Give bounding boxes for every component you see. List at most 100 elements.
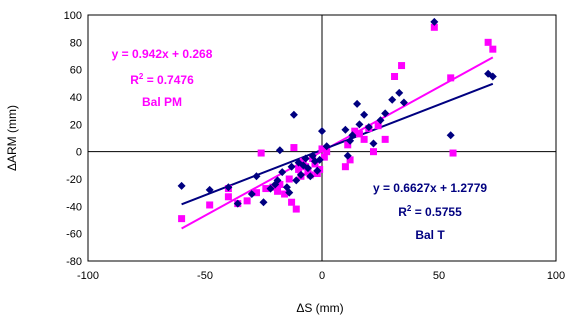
point-bal-pm <box>484 38 492 46</box>
point-bal-t <box>348 131 357 140</box>
point-bal-t <box>355 120 364 129</box>
point-bal-t <box>360 110 369 119</box>
point-bal-t <box>364 123 373 132</box>
point-bal-pm <box>318 145 326 153</box>
trendline-bal-t <box>181 82 494 206</box>
x-tick-label: -100 <box>77 270 99 282</box>
point-bal-pm <box>360 135 368 143</box>
point-bal-t <box>376 116 385 125</box>
point-bal-pm <box>346 156 354 164</box>
y-tick-label: 0 <box>76 147 82 159</box>
point-bal-pm <box>351 127 359 135</box>
y-tick-label: 20 <box>70 119 82 131</box>
point-bal-pm <box>276 180 284 188</box>
bal-pm-equation: y = 0.942x + 0.268 <box>112 47 213 61</box>
trendline-bal-pm <box>181 56 494 230</box>
point-bal-pm <box>292 205 300 213</box>
point-bal-pm <box>489 45 497 53</box>
x-axis-title: ΔS (mm) <box>296 301 343 315</box>
point-bal-t <box>318 127 326 136</box>
point-bal-t <box>247 190 256 199</box>
point-bal-pm <box>374 122 382 130</box>
point-bal-t <box>273 176 282 185</box>
y-tick-label: 100 <box>64 10 82 22</box>
x-tick-label: -50 <box>197 270 213 282</box>
point-bal-t <box>313 166 322 175</box>
bal-pm-r2: R2 = 0.7476 <box>130 72 194 87</box>
point-bal-pm <box>344 141 352 149</box>
point-bal-pm <box>281 190 289 198</box>
point-bal-t <box>315 155 324 164</box>
point-bal-t <box>341 125 350 134</box>
point-bal-t <box>278 168 287 177</box>
point-bal-pm <box>243 197 251 205</box>
point-bal-t <box>369 139 378 148</box>
bal-t-label: Bal T <box>415 228 445 242</box>
bal-pm-annotation: y = 0.942x + 0.268 R2 = 0.7476 Bal PM <box>112 47 213 109</box>
y-tick-labels: -80 -60 -40 -20 0 20 40 60 80 100 <box>64 10 82 268</box>
point-bal-t <box>287 162 296 171</box>
trendlines <box>181 56 494 230</box>
point-bal-t <box>224 183 233 192</box>
point-bal-pm <box>447 74 455 82</box>
point-bal-pm <box>369 148 377 156</box>
bal-t-equation: y = 0.6627x + 1.2779 <box>373 181 487 195</box>
point-bal-t <box>306 172 315 181</box>
point-bal-pm <box>257 149 265 157</box>
point-bal-pm <box>398 62 406 70</box>
y-tick-label: -40 <box>66 201 82 213</box>
point-bal-t <box>430 17 439 26</box>
point-bal-pm <box>274 187 282 195</box>
point-bal-t <box>177 181 186 190</box>
point-bal-t <box>381 109 390 118</box>
point-bal-t <box>275 146 284 155</box>
point-bal-pm <box>252 189 260 197</box>
point-bal-pm <box>178 215 186 223</box>
y-tick-label: -20 <box>66 174 82 186</box>
point-bal-pm <box>381 135 389 143</box>
point-bal-pm <box>430 23 438 31</box>
data-points <box>177 17 497 223</box>
x-tick-label: 100 <box>547 270 565 282</box>
point-bal-t <box>353 99 362 108</box>
bal-t-annotation: y = 0.6627x + 1.2779 R2 = 0.5755 Bal T <box>373 181 487 242</box>
point-bal-pm <box>290 144 298 152</box>
point-bal-t <box>388 95 397 104</box>
point-bal-t <box>343 151 352 160</box>
point-bal-pm <box>391 73 399 80</box>
point-bal-pm <box>341 163 349 171</box>
point-bal-t <box>301 154 310 163</box>
y-tick-label: 40 <box>70 92 82 104</box>
point-bal-pm <box>323 148 331 156</box>
point-bal-t <box>399 98 408 107</box>
point-bal-t <box>266 184 275 193</box>
point-bal-pm <box>224 193 232 201</box>
y-tick-label: 80 <box>70 37 82 49</box>
point-bal-t <box>395 88 404 97</box>
y-tick-label: -60 <box>66 229 82 241</box>
point-bal-pm <box>320 153 328 161</box>
y-tick-label: 60 <box>70 65 82 77</box>
point-bal-t <box>285 188 294 197</box>
point-bal-pm <box>285 175 293 183</box>
point-bal-pm <box>449 149 457 157</box>
point-bal-t <box>488 72 497 81</box>
bal-t-r2: R2 = 0.5755 <box>398 204 462 219</box>
point-bal-t <box>303 164 312 173</box>
point-bal-t <box>296 170 305 179</box>
point-bal-t <box>322 142 331 151</box>
point-bal-pm <box>206 201 214 209</box>
x-tick-labels: -100 -50 0 50 100 <box>77 270 565 282</box>
point-bal-pm <box>262 185 270 193</box>
y-axis-title: ΔARM (mm) <box>5 105 19 171</box>
point-bal-t <box>252 172 261 181</box>
point-bal-pm <box>288 198 296 206</box>
point-bal-t <box>259 198 268 207</box>
point-bal-pm <box>299 157 307 165</box>
point-bal-t <box>446 131 455 140</box>
bal-pm-label: Bal PM <box>142 95 182 109</box>
point-bal-t <box>292 176 301 185</box>
point-bal-t <box>233 199 242 208</box>
point-bal-t <box>289 110 298 119</box>
